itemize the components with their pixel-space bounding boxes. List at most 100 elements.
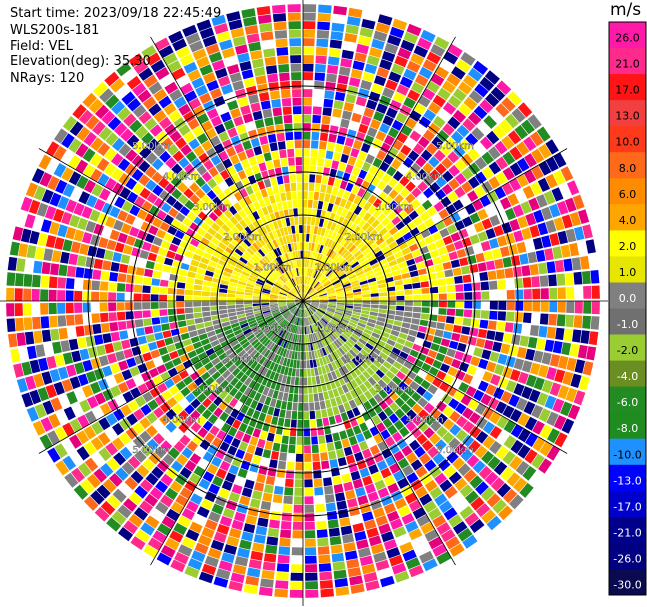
velocity-gate <box>557 287 566 299</box>
velocity-gate <box>262 449 272 459</box>
velocity-gate <box>373 359 382 369</box>
velocity-gate <box>278 302 287 304</box>
velocity-gate <box>237 335 246 343</box>
velocity-gate <box>181 536 196 549</box>
velocity-gate <box>116 311 126 321</box>
velocity-gate <box>385 370 395 380</box>
velocity-gate <box>187 118 200 130</box>
velocity-gate <box>417 136 430 149</box>
velocity-gate <box>312 269 317 278</box>
velocity-gate <box>373 404 383 414</box>
velocity-gate <box>279 383 286 392</box>
velocity-gate <box>314 271 320 279</box>
velocity-gate <box>423 109 437 122</box>
velocity-gate <box>353 301 362 304</box>
velocity-gate <box>225 263 235 270</box>
velocity-gate <box>295 298 303 301</box>
velocity-gate <box>365 456 376 467</box>
velocity-gate <box>280 89 291 99</box>
velocity-gate <box>231 173 241 184</box>
velocity-gate <box>215 217 225 228</box>
velocity-gate <box>335 255 343 263</box>
velocity-gate <box>23 317 33 331</box>
velocity-gate <box>442 331 453 340</box>
velocity-gate <box>236 287 245 292</box>
velocity-gate <box>48 413 61 429</box>
velocity-gate <box>261 257 269 265</box>
velocity-gate <box>438 208 449 220</box>
velocity-gate <box>313 280 319 288</box>
velocity-gate <box>284 253 290 262</box>
velocity-gate <box>556 200 569 215</box>
velocity-gate <box>129 366 140 377</box>
velocity-gate <box>184 344 195 353</box>
velocity-gate <box>303 29 316 38</box>
velocity-gate <box>238 441 249 452</box>
velocity-gate <box>515 289 524 300</box>
velocity-gate <box>356 43 369 55</box>
velocity-gate <box>471 318 480 328</box>
velocity-gate <box>545 219 557 234</box>
velocity-gate <box>282 310 290 316</box>
velocity-gate <box>316 38 329 48</box>
velocity-gate <box>49 221 60 235</box>
velocity-gate <box>315 283 322 290</box>
velocity-gate <box>139 146 152 159</box>
velocity-gate <box>250 399 259 410</box>
velocity-gate <box>184 90 198 103</box>
velocity-gate <box>412 507 426 520</box>
velocity-gate <box>345 340 354 349</box>
velocity-gate <box>223 453 234 464</box>
velocity-gate <box>261 235 269 244</box>
velocity-gate <box>370 293 379 297</box>
velocity-gate <box>303 360 307 369</box>
velocity-gate <box>488 146 501 160</box>
velocity-gate <box>228 195 238 205</box>
velocity-gate <box>536 392 549 406</box>
velocity-gate <box>287 295 295 299</box>
velocity-gate <box>569 211 581 227</box>
velocity-gate <box>551 187 564 202</box>
velocity-gate <box>438 293 447 300</box>
velocity-gate <box>328 260 335 268</box>
velocity-gate <box>191 387 202 398</box>
velocity-gate <box>365 270 374 277</box>
velocity-gate <box>237 260 246 267</box>
velocity-gate <box>175 75 190 88</box>
velocity-gate <box>102 365 113 377</box>
velocity-gate <box>363 390 373 400</box>
velocity-gate <box>239 338 248 346</box>
velocity-gate <box>408 210 419 221</box>
velocity-gate <box>319 295 328 299</box>
velocity-gate <box>473 389 485 402</box>
velocity-gate <box>137 258 147 268</box>
velocity-gate <box>296 276 300 285</box>
velocity-gate <box>506 472 521 487</box>
velocity-gate <box>385 277 394 283</box>
velocity-gate <box>236 124 247 135</box>
velocity-gate <box>380 142 391 154</box>
velocity-gate <box>16 378 29 393</box>
velocity-gate <box>546 445 561 461</box>
velocity-gate <box>299 326 302 335</box>
velocity-gate <box>60 251 70 264</box>
velocity-gate <box>231 322 240 329</box>
velocity-gate <box>303 301 305 309</box>
velocity-gate <box>215 246 225 255</box>
velocity-gate <box>447 301 456 308</box>
velocity-gate <box>228 315 238 321</box>
velocity-gate <box>218 560 233 572</box>
velocity-gate <box>351 443 361 454</box>
velocity-gate <box>145 334 156 343</box>
velocity-gate <box>62 183 75 198</box>
velocity-gate <box>290 55 302 64</box>
colorbar-tick-label: 26.0 <box>615 32 640 45</box>
velocity-gate <box>393 251 403 259</box>
velocity-gate <box>175 494 189 507</box>
velocity-gate <box>61 211 73 225</box>
velocity-gate <box>198 571 214 584</box>
velocity-gate <box>497 353 508 365</box>
velocity-gate <box>40 275 50 288</box>
velocity-gate <box>497 279 506 290</box>
velocity-gate <box>368 205 377 215</box>
